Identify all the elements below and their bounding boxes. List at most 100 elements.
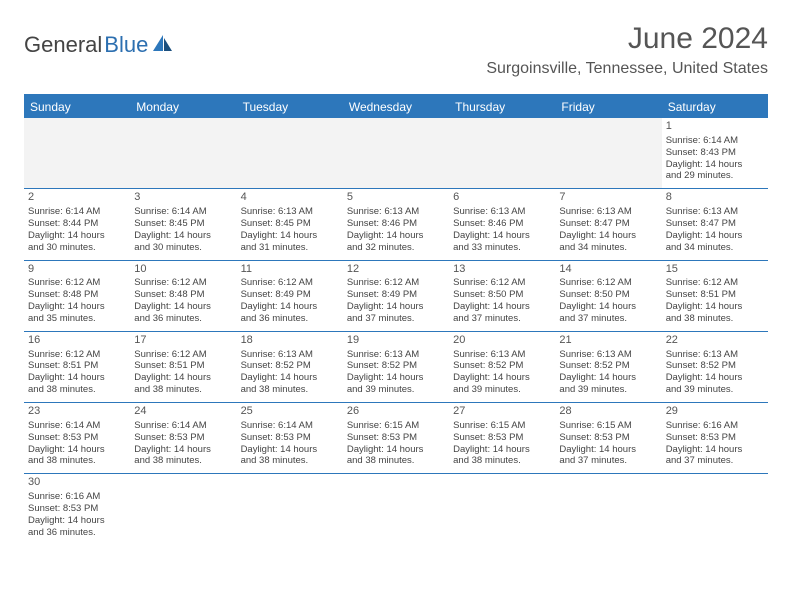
sunset-label: Sunset: 8:53 PM [453, 432, 551, 444]
sunrise-label: Sunrise: 6:15 AM [347, 420, 445, 432]
sunrise-label: Sunrise: 6:16 AM [666, 420, 764, 432]
logo-text-general: General [24, 32, 102, 58]
month-title: June 2024 [486, 22, 768, 56]
d2-label: and 29 minutes. [666, 170, 764, 182]
day-number: 9 [28, 263, 126, 277]
d1-label: Daylight: 14 hours [559, 444, 657, 456]
empty-cell [343, 118, 449, 188]
day-cell: 8Sunrise: 6:13 AMSunset: 8:47 PMDaylight… [662, 189, 768, 259]
day-number: 20 [453, 334, 551, 348]
day-header: Friday [555, 96, 661, 118]
day-cell: 28Sunrise: 6:15 AMSunset: 8:53 PMDayligh… [555, 403, 661, 473]
d1-label: Daylight: 14 hours [241, 301, 339, 313]
sunset-label: Sunset: 8:53 PM [28, 503, 126, 515]
week-row: 9Sunrise: 6:12 AMSunset: 8:48 PMDaylight… [24, 261, 768, 332]
sunrise-label: Sunrise: 6:12 AM [666, 277, 764, 289]
empty-cell [555, 474, 661, 544]
sunrise-label: Sunrise: 6:12 AM [559, 277, 657, 289]
sunset-label: Sunset: 8:47 PM [559, 218, 657, 230]
sunrise-label: Sunrise: 6:13 AM [453, 206, 551, 218]
sunrise-label: Sunrise: 6:14 AM [28, 420, 126, 432]
week-row: 16Sunrise: 6:12 AMSunset: 8:51 PMDayligh… [24, 332, 768, 403]
calendar: SundayMondayTuesdayWednesdayThursdayFrid… [24, 94, 768, 545]
day-cell: 14Sunrise: 6:12 AMSunset: 8:50 PMDayligh… [555, 261, 661, 331]
sunrise-label: Sunrise: 6:12 AM [453, 277, 551, 289]
day-number: 12 [347, 263, 445, 277]
day-number: 19 [347, 334, 445, 348]
empty-cell [555, 118, 661, 188]
sunrise-label: Sunrise: 6:12 AM [347, 277, 445, 289]
d2-label: and 39 minutes. [666, 384, 764, 396]
d1-label: Daylight: 14 hours [347, 372, 445, 384]
day-cell: 17Sunrise: 6:12 AMSunset: 8:51 PMDayligh… [130, 332, 236, 402]
d2-label: and 37 minutes. [559, 455, 657, 467]
day-number: 1 [666, 120, 764, 134]
day-number: 6 [453, 191, 551, 205]
d2-label: and 36 minutes. [28, 527, 126, 539]
day-number: 28 [559, 405, 657, 419]
sunset-label: Sunset: 8:52 PM [347, 360, 445, 372]
d2-label: and 39 minutes. [347, 384, 445, 396]
d2-label: and 31 minutes. [241, 242, 339, 254]
empty-cell [662, 474, 768, 544]
sunset-label: Sunset: 8:45 PM [134, 218, 232, 230]
day-number: 16 [28, 334, 126, 348]
d2-label: and 33 minutes. [453, 242, 551, 254]
d1-label: Daylight: 14 hours [559, 372, 657, 384]
day-cell: 22Sunrise: 6:13 AMSunset: 8:52 PMDayligh… [662, 332, 768, 402]
d1-label: Daylight: 14 hours [453, 444, 551, 456]
week-row: 1Sunrise: 6:14 AMSunset: 8:43 PMDaylight… [24, 118, 768, 189]
day-cell: 18Sunrise: 6:13 AMSunset: 8:52 PMDayligh… [237, 332, 343, 402]
day-number: 18 [241, 334, 339, 348]
empty-cell [130, 118, 236, 188]
d2-label: and 38 minutes. [666, 313, 764, 325]
day-cell: 1Sunrise: 6:14 AMSunset: 8:43 PMDaylight… [662, 118, 768, 188]
day-number: 13 [453, 263, 551, 277]
d2-label: and 37 minutes. [453, 313, 551, 325]
day-cell: 19Sunrise: 6:13 AMSunset: 8:52 PMDayligh… [343, 332, 449, 402]
d1-label: Daylight: 14 hours [347, 301, 445, 313]
d1-label: Daylight: 14 hours [453, 301, 551, 313]
sunset-label: Sunset: 8:43 PM [666, 147, 764, 159]
day-number: 11 [241, 263, 339, 277]
d1-label: Daylight: 14 hours [28, 301, 126, 313]
day-cell: 21Sunrise: 6:13 AMSunset: 8:52 PMDayligh… [555, 332, 661, 402]
sunset-label: Sunset: 8:53 PM [559, 432, 657, 444]
day-number: 30 [28, 476, 126, 490]
sunrise-label: Sunrise: 6:16 AM [28, 491, 126, 503]
empty-cell [449, 474, 555, 544]
sunset-label: Sunset: 8:50 PM [453, 289, 551, 301]
d2-label: and 38 minutes. [453, 455, 551, 467]
logo: General Blue [24, 32, 174, 58]
day-number: 17 [134, 334, 232, 348]
day-header: Sunday [24, 96, 130, 118]
d1-label: Daylight: 14 hours [347, 444, 445, 456]
title-block: June 2024 Surgoinsville, Tennessee, Unit… [486, 22, 768, 78]
d1-label: Daylight: 14 hours [241, 372, 339, 384]
empty-cell [130, 474, 236, 544]
d1-label: Daylight: 14 hours [666, 444, 764, 456]
d2-label: and 35 minutes. [28, 313, 126, 325]
d2-label: and 38 minutes. [241, 384, 339, 396]
d2-label: and 38 minutes. [347, 455, 445, 467]
d2-label: and 30 minutes. [134, 242, 232, 254]
sunset-label: Sunset: 8:44 PM [28, 218, 126, 230]
day-number: 3 [134, 191, 232, 205]
day-header: Wednesday [343, 96, 449, 118]
sunset-label: Sunset: 8:50 PM [559, 289, 657, 301]
sunrise-label: Sunrise: 6:14 AM [134, 206, 232, 218]
sunset-label: Sunset: 8:45 PM [241, 218, 339, 230]
day-number: 15 [666, 263, 764, 277]
d2-label: and 36 minutes. [241, 313, 339, 325]
d1-label: Daylight: 14 hours [134, 444, 232, 456]
sunset-label: Sunset: 8:51 PM [134, 360, 232, 372]
sunset-label: Sunset: 8:49 PM [347, 289, 445, 301]
d2-label: and 38 minutes. [28, 455, 126, 467]
d1-label: Daylight: 14 hours [559, 301, 657, 313]
d2-label: and 34 minutes. [666, 242, 764, 254]
empty-cell [343, 474, 449, 544]
d1-label: Daylight: 14 hours [28, 444, 126, 456]
sunset-label: Sunset: 8:46 PM [453, 218, 551, 230]
sail-icon [152, 33, 174, 58]
d1-label: Daylight: 14 hours [347, 230, 445, 242]
